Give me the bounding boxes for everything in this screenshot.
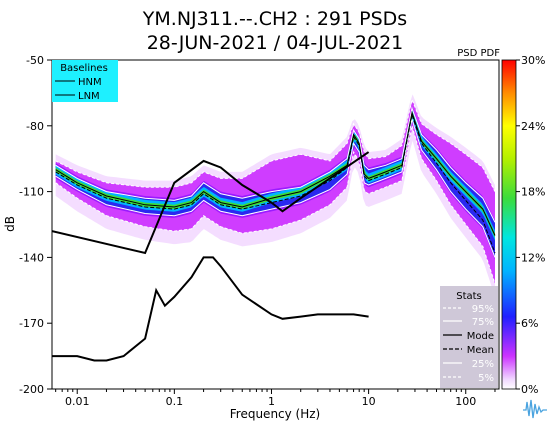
series-line-lnm bbox=[52, 256, 369, 362]
legend-95-label: 95% bbox=[472, 304, 494, 315]
x-tick-label: 0.01 bbox=[65, 395, 90, 408]
legend-75-label: 75% bbox=[472, 317, 494, 328]
y-axis-label: dB bbox=[3, 216, 17, 232]
colorbar-tick-label: 0% bbox=[521, 383, 538, 396]
y-tick-label: -80 bbox=[26, 120, 44, 133]
x-axis-label: Frequency (Hz) bbox=[230, 407, 321, 421]
x-tick-label: 10 bbox=[362, 395, 376, 408]
x-axis: 0.01 0.1 1 10 100 bbox=[55, 389, 496, 408]
legend-hnm-label: HNM bbox=[78, 77, 102, 88]
series-line-mode bbox=[55, 110, 496, 236]
series-line-hnm bbox=[52, 151, 370, 255]
chart-title: YM.NJ311.--.CH2 : 291 PSDs bbox=[142, 8, 407, 30]
y-tick-label: -200 bbox=[19, 383, 44, 396]
colorbar-tick-label: 18% bbox=[521, 186, 545, 199]
colorbar bbox=[501, 59, 517, 390]
stats-legend: Stats 95% 75% Mode Mean 25% 5% bbox=[440, 286, 498, 388]
series-line-5pct bbox=[55, 125, 496, 284]
series-lines bbox=[52, 97, 496, 362]
legend-mean-label: Mean bbox=[467, 345, 494, 356]
chart-subtitle: 28-JUN-2021 / 04-JUL-2021 bbox=[147, 32, 404, 54]
y-tick-label: -170 bbox=[19, 317, 44, 330]
colorbar-tick-label: 30% bbox=[521, 54, 545, 67]
x-tick-label: 1 bbox=[268, 395, 275, 408]
legend-mode-label: Mode bbox=[467, 331, 494, 342]
logo-icon bbox=[523, 399, 547, 419]
colorbar-tick-label: 24% bbox=[521, 120, 545, 133]
series-line-95pct bbox=[55, 97, 496, 192]
legend-25-label: 25% bbox=[472, 359, 494, 370]
stats-legend-title: Stats bbox=[456, 291, 482, 302]
colorbar-tick-label: 12% bbox=[521, 251, 545, 264]
series-line-25pct bbox=[55, 119, 496, 258]
baselines-legend-title: Baselines bbox=[60, 63, 108, 74]
y-axis: -50 -80 -110 -140 -170 -200 bbox=[19, 54, 52, 396]
y-tick-label: -110 bbox=[19, 186, 44, 199]
x-tick-label: 100 bbox=[455, 395, 476, 408]
x-tick-label: 0.1 bbox=[166, 395, 184, 408]
baselines-legend: Baselines HNM LNM bbox=[52, 60, 118, 102]
series-line-75pct bbox=[55, 106, 496, 223]
colorbar-ticks: 0% 6% 12% 18% 24% 30% bbox=[516, 54, 545, 396]
colorbar-title: PSD PDF bbox=[457, 48, 500, 59]
legend-5-label: 5% bbox=[478, 373, 494, 384]
y-tick-label: -50 bbox=[26, 54, 44, 67]
colorbar-tick-label: 6% bbox=[521, 317, 538, 330]
y-tick-label: -140 bbox=[19, 251, 44, 264]
legend-lnm-label: LNM bbox=[78, 91, 100, 102]
